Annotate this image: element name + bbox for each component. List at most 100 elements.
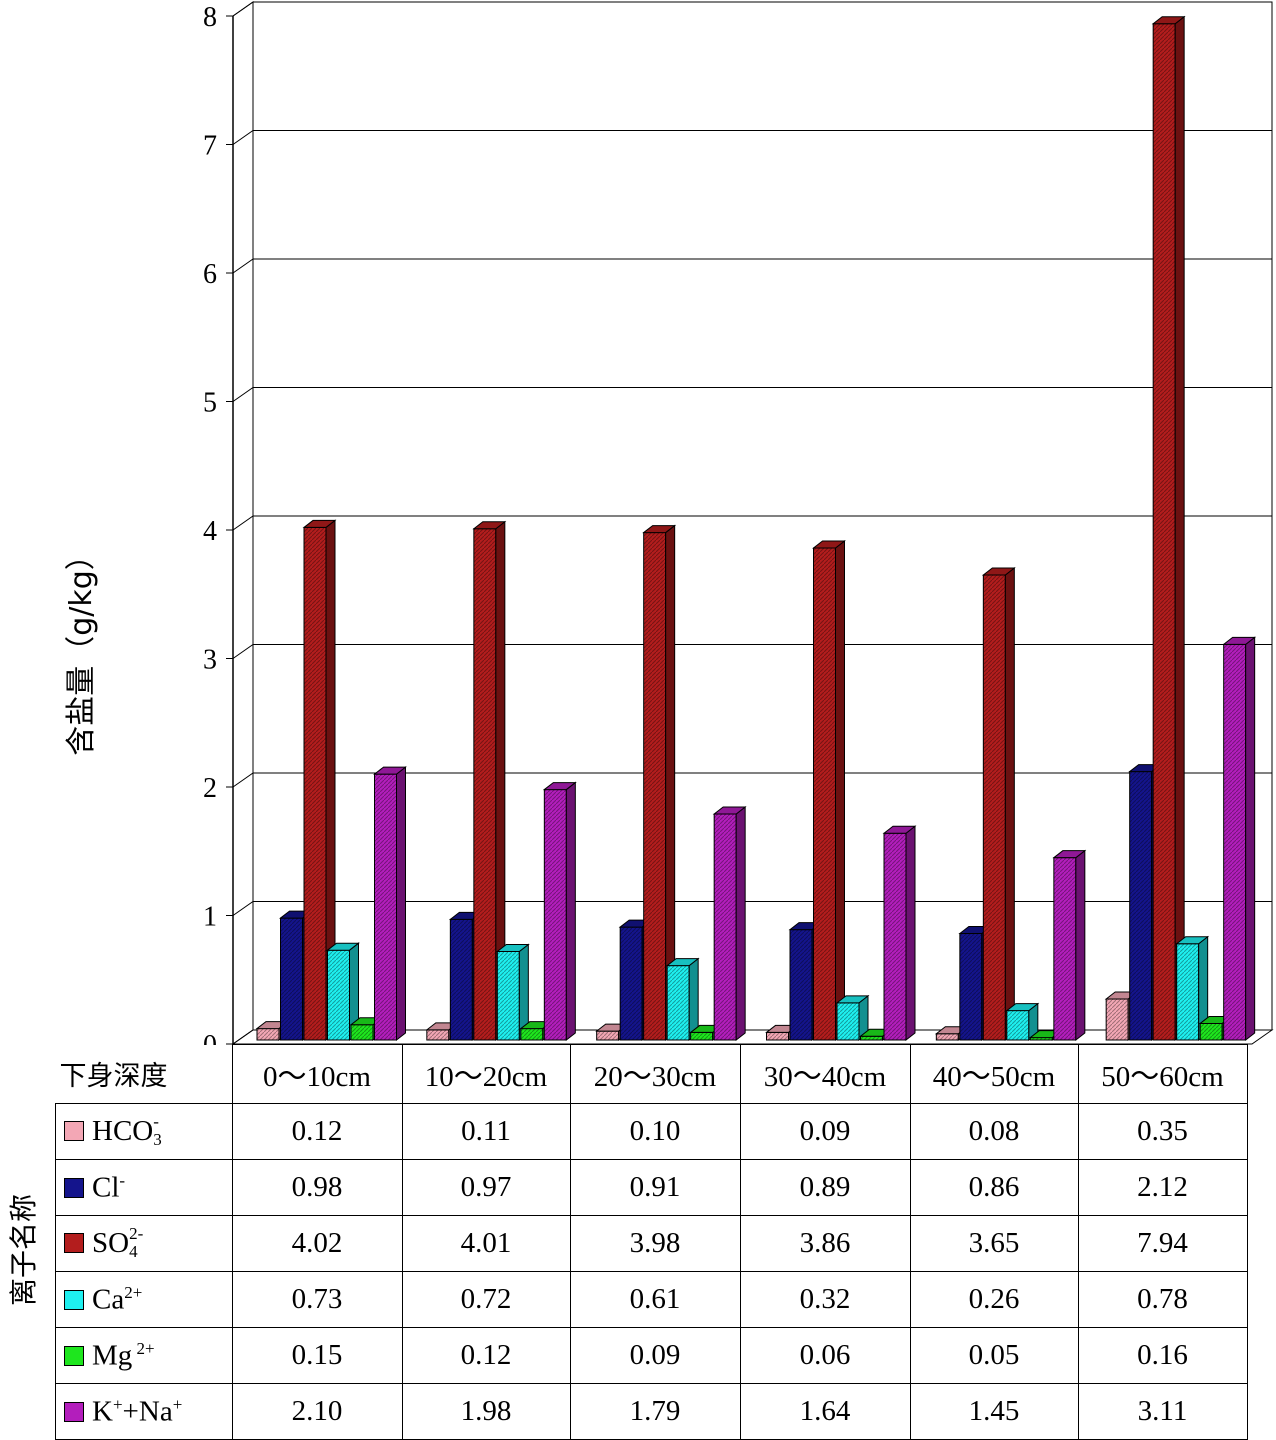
bar-side [565,781,576,1042]
table-cell: 0.98 [231,1159,403,1216]
y-tick-label: 4 [203,516,217,547]
table-cell: 0.32 [739,1271,911,1328]
table-cell: 0.78 [1077,1271,1248,1328]
y-axis-label: 含盐量（g/kg） [64,540,99,756]
category-label: 50～60cm [1077,1044,1248,1104]
bar [373,766,407,1042]
table-cell: 3.65 [909,1215,1079,1272]
table-cell: 7.94 [1077,1215,1248,1272]
bar-hatch [257,1028,279,1040]
legend-swatch [64,1177,84,1198]
bar-hatch [473,528,496,1040]
corner-label: 下身深度 [55,1044,233,1104]
y-tick-label: 0 [203,1030,217,1045]
bar [1052,849,1087,1042]
bar-hatch [280,918,303,1040]
y-tick-label: 7 [203,131,217,162]
y-tick-label: 8 [203,2,217,33]
table-row: Ca2+ 0.73 0.72 0.61 0.32 0.26 0.78 [55,1271,1248,1328]
bar [1005,1002,1040,1042]
bar [472,520,507,1042]
table-cell: 0.06 [739,1327,911,1384]
bar-hatch [1153,23,1176,1040]
y-tick-label: 2 [203,773,217,804]
bar-hatch [714,813,737,1040]
table-cell: 0.61 [569,1271,741,1328]
category-label: 0～10cm [231,1044,403,1104]
legend-swatch [64,1289,84,1310]
gridline [232,901,1272,916]
bar-hatch [351,1024,373,1040]
table-cell: 0.72 [401,1271,571,1328]
table-cell: 0.15 [231,1327,403,1384]
bar [1104,991,1139,1042]
bar-hatch [1106,999,1129,1040]
data-table: 下身深度 0～10cm 10～20cm 20～30cm 30～40cm 40～5… [55,1044,1248,1440]
table-cell: 4.01 [401,1215,571,1272]
table-cell: 0.10 [569,1103,741,1160]
legend-entry-hco3: HCO -3 [55,1103,233,1160]
bar [981,566,1016,1042]
bar-hatch [1200,1023,1223,1040]
gridline [232,258,1272,274]
bar-hatch [327,950,350,1040]
bar-hatch [426,1029,449,1040]
table-cell: 0.86 [909,1159,1079,1216]
legend-swatch [64,1233,84,1254]
bar-hatch [667,965,690,1040]
bar-side [905,825,916,1042]
table-cell: 3.86 [739,1215,911,1272]
bar-hatch [936,1033,959,1040]
legend-entry-cl: Cl- [55,1159,233,1216]
legend-swatch [64,1401,84,1422]
table-cell: 1.79 [569,1383,741,1440]
bar-hatch [374,774,397,1040]
table-cell: 0.26 [909,1271,1079,1328]
legend-entry-mg: Mg 2+ [55,1327,233,1384]
bar-top [1151,16,1186,25]
bar-top [882,825,917,834]
legend-entry-ca: Ca2+ [55,1271,233,1328]
table-cell: 0.91 [569,1159,741,1216]
bar-hatch [860,1036,883,1040]
legend-swatch [64,1121,84,1142]
table-cell: 3.98 [569,1215,741,1272]
gridline [232,1,1272,17]
bar-side [1075,849,1086,1042]
bar [812,539,846,1042]
table-row: Cl- 0.98 0.97 0.91 0.89 0.86 2.12 [55,1159,1248,1216]
bar-top [1005,1003,1040,1012]
bar-hatch [497,951,520,1040]
table-row: SO 2- 4 4.02 4.01 3.98 3.86 3.65 7.94 [55,1215,1248,1272]
y-axis: 0 1 2 3 4 5 6 7 8 [203,2,234,1045]
bar [495,943,530,1042]
bar-hatch [837,1002,859,1040]
table-cell: 2.10 [231,1383,403,1440]
bar-side [1174,15,1185,1042]
bar-top [712,806,747,815]
bar-top [1052,850,1087,859]
table-cell: 0.97 [401,1159,571,1216]
y-tick-label: 5 [203,388,217,419]
table-cell: 1.64 [739,1383,911,1440]
chart-plot: 0 1 2 3 4 5 6 7 8 [203,1,1274,1045]
bar [712,805,747,1042]
bar-top [373,766,407,775]
bar-top [812,540,846,549]
bar-side [1245,636,1256,1042]
bar [882,825,917,1042]
table-header-row: 下身深度 0～10cm 10～20cm 20～30cm 30～40cm 40～5… [55,1044,1248,1104]
bar-side [396,766,406,1042]
table-cell: 0.12 [231,1103,403,1160]
gridline [232,1029,1272,1045]
bar-hatch [983,574,1006,1040]
table-cell: 0.12 [401,1327,571,1384]
bar-hatch [1053,857,1076,1040]
table-cell: 0.35 [1077,1103,1248,1160]
bar [1151,15,1186,1042]
table-cell: 2.12 [1077,1159,1248,1216]
table-cell: 0.05 [909,1327,1079,1384]
category-label: 30～40cm [739,1044,911,1104]
bar [835,994,870,1042]
category-label: 10～20cm [401,1044,571,1104]
